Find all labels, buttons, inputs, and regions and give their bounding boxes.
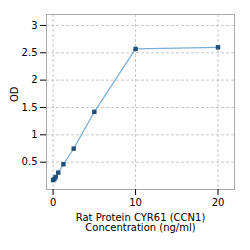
svg-text:2.5: 2.5: [22, 47, 38, 58]
svg-text:1: 1: [31, 129, 37, 140]
svg-text:0.5: 0.5: [22, 156, 38, 167]
svg-text:10: 10: [129, 197, 142, 208]
svg-text:20: 20: [212, 197, 225, 208]
svg-text:3: 3: [31, 20, 37, 31]
svg-text:OD: OD: [9, 86, 20, 102]
svg-text:1.5: 1.5: [22, 102, 38, 113]
svg-text:Rat Protein CYR61 (CCN1)Concen: Rat Protein CYR61 (CCN1)Concentration (n…: [76, 212, 206, 233]
svg-text:0: 0: [50, 197, 56, 208]
svg-text:2: 2: [31, 74, 37, 85]
